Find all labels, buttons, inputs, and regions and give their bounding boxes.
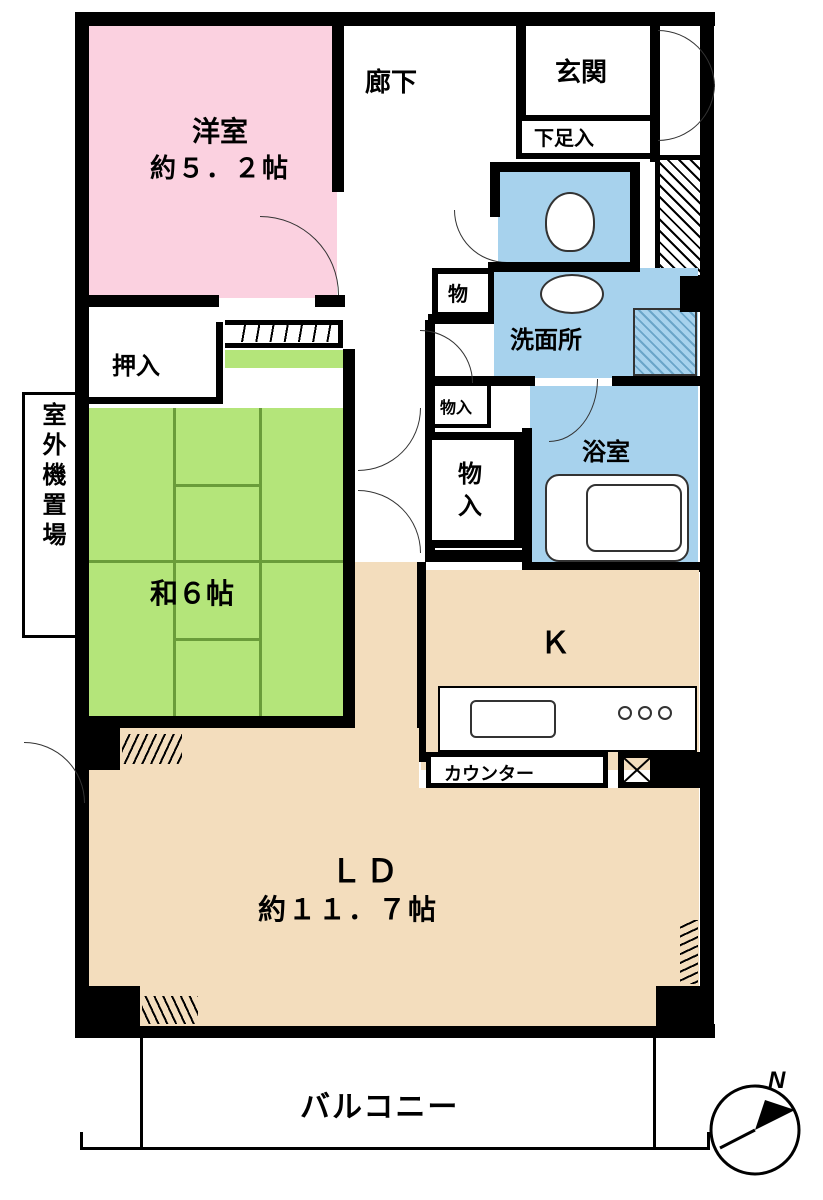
wall-segment — [315, 295, 345, 307]
wall-segment — [428, 314, 494, 324]
door-arc — [358, 408, 421, 471]
compass-label: N — [768, 1070, 786, 1094]
wall-segment — [332, 22, 344, 192]
wall-segment — [343, 349, 355, 724]
label-japanese: 和６帖 — [150, 572, 234, 612]
hatch — [122, 734, 182, 764]
door-arc — [420, 330, 473, 383]
label-balcony: バルコニー — [300, 1082, 459, 1126]
label-mono1: 物 — [448, 278, 468, 307]
room-ld-strip — [355, 562, 417, 732]
sink-icon — [540, 274, 604, 314]
wall-segment — [75, 1024, 715, 1038]
tatami-line — [173, 484, 259, 487]
label-shoes: 下足入 — [534, 122, 594, 151]
hatch — [142, 996, 198, 1024]
label-corridor: 廊下 — [365, 62, 417, 99]
pillar — [78, 728, 120, 770]
label-western-size: 約５．２帖 — [120, 148, 320, 185]
wall-segment — [89, 716, 355, 728]
room-japanese — [89, 408, 347, 718]
wall-segment — [656, 752, 702, 788]
floorplan-canvas: 洋室 約５．２帖 廊下 玄関 下足入 物 洗面所 物入 浴室 — [0, 0, 823, 1200]
wall-segment — [89, 295, 219, 307]
label-oshiire: 押入 — [112, 346, 160, 381]
label-mono2b: 入 — [458, 486, 482, 521]
label-ld-title: ＬＤ — [330, 846, 402, 892]
wall-segment — [516, 22, 526, 117]
tatami-strip — [225, 350, 343, 368]
pillar — [656, 986, 706, 1028]
tatami-line — [173, 638, 259, 641]
pillar — [78, 986, 140, 1028]
kitchen-stove — [614, 702, 674, 732]
label-monoire: 物入 — [440, 394, 472, 418]
washer-box — [633, 308, 697, 376]
label-kitchen: Ｋ — [540, 618, 570, 662]
label-ld-size: 約１１．７帖 — [258, 888, 438, 928]
wall-segment — [488, 262, 640, 272]
hatch — [680, 920, 698, 984]
sliding-mark — [232, 324, 338, 342]
door-arc — [358, 490, 421, 553]
door-arc — [454, 210, 507, 263]
wall-segment — [75, 12, 715, 26]
label-bath: 浴室 — [582, 432, 630, 467]
label-counter: カウンター — [444, 760, 534, 786]
tatami-line — [173, 408, 176, 718]
kitchen-sink — [470, 700, 556, 738]
bathtub-inner — [586, 484, 682, 552]
label-outdoor: 室外機置場 — [34, 402, 69, 552]
wall-segment — [630, 162, 640, 272]
wall-segment — [612, 376, 702, 386]
pillar — [680, 276, 706, 312]
wall-segment — [490, 162, 500, 217]
label-washroom: 洗面所 — [510, 320, 582, 355]
toilet-icon — [545, 192, 595, 252]
tatami-line — [259, 408, 262, 560]
compass-icon: N — [700, 1070, 810, 1180]
label-mono2a: 物 — [458, 454, 482, 489]
tatami-line — [259, 560, 262, 718]
tatami-line — [89, 560, 347, 563]
vent-box — [618, 752, 656, 788]
wall-segment — [490, 162, 640, 172]
balcony-ext-left — [80, 1132, 142, 1150]
label-western-title: 洋室 — [140, 110, 300, 150]
wall-segment — [425, 550, 525, 562]
hatched-box — [660, 160, 700, 275]
label-genkan: 玄関 — [555, 52, 607, 89]
